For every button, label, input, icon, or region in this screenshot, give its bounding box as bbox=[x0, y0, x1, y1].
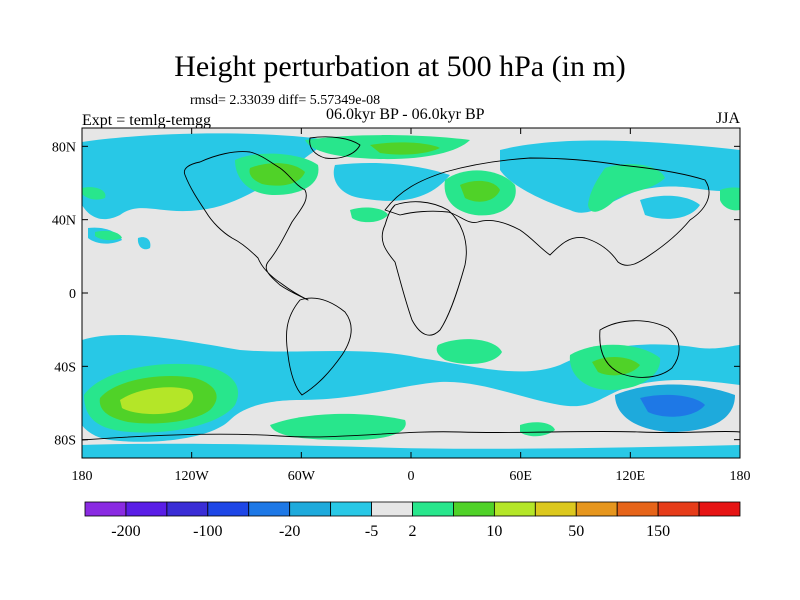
colorbar-label: -20 bbox=[279, 523, 300, 540]
colorbar-label: 2 bbox=[409, 523, 417, 540]
australia-coast bbox=[599, 320, 680, 378]
coastlines bbox=[82, 136, 740, 441]
colorbar-swatch bbox=[616, 501, 659, 517]
colorbar-swatch bbox=[371, 501, 413, 517]
contour-region bbox=[82, 187, 106, 200]
colorbar-swatch bbox=[412, 501, 454, 517]
greenland-coast bbox=[309, 136, 361, 159]
lat-tick-label: 80S bbox=[54, 434, 76, 449]
colorbar-swatch bbox=[698, 501, 741, 517]
colorbar-swatch bbox=[125, 501, 168, 517]
north-america-coast bbox=[183, 151, 309, 301]
lon-tick-label: 120E bbox=[616, 469, 646, 484]
colorbar-swatch bbox=[207, 501, 250, 517]
contour-region bbox=[370, 142, 440, 155]
axis-ticks: 80N 40N 0 40S 80S 180 120W 60W 0 60E 120E 180 bbox=[52, 128, 751, 484]
contour-region bbox=[95, 230, 122, 241]
contour-region bbox=[436, 339, 502, 364]
lon-tick-label: 180 bbox=[730, 469, 751, 484]
lat-tick-label: 80N bbox=[52, 140, 76, 155]
contour-region bbox=[350, 207, 388, 223]
positive-anomaly-fields bbox=[82, 135, 740, 440]
plot-title: Height perturbation at 500 hPa (in m) bbox=[174, 50, 626, 83]
lon-tick-label: 0 bbox=[408, 469, 415, 484]
colorbar-label: -5 bbox=[365, 523, 378, 540]
period-label: 06.0kyr BP - 06.0kyr BP bbox=[326, 106, 485, 123]
contour-region bbox=[333, 163, 450, 201]
stats-text: rmsd= 2.33039 diff= 5.57349e-08 bbox=[190, 93, 381, 108]
lat-tick-label: 40S bbox=[54, 360, 76, 375]
colorbar-label: 150 bbox=[646, 523, 670, 540]
colorbar-label: 50 bbox=[568, 523, 584, 540]
colorbar-swatch bbox=[166, 501, 209, 517]
colorbar-swatch bbox=[493, 501, 536, 517]
lat-tick-label: 0 bbox=[69, 287, 76, 302]
contour-region bbox=[82, 443, 740, 458]
contour-region bbox=[137, 237, 151, 250]
season-label: JJA bbox=[716, 110, 741, 127]
colorbar-swatch bbox=[534, 501, 577, 517]
lon-tick-label: 180 bbox=[72, 469, 93, 484]
contour-region bbox=[720, 187, 740, 211]
lon-tick-label: 120W bbox=[175, 469, 210, 484]
colorbar-swatch bbox=[575, 501, 618, 517]
colorbar: -200 -100 -20 -5 2 10 50 150 bbox=[84, 501, 741, 540]
contour-region bbox=[120, 387, 194, 415]
colorbar-swatch bbox=[330, 501, 372, 517]
south-america-coast bbox=[286, 297, 352, 396]
experiment-label: Expt = temlg-temgg bbox=[82, 112, 211, 129]
lon-tick-label: 60E bbox=[509, 469, 532, 484]
contour-region bbox=[460, 180, 500, 202]
contour-region bbox=[270, 413, 406, 440]
antarctica-coast bbox=[82, 430, 740, 441]
colorbar-swatch bbox=[657, 501, 700, 517]
lon-tick-label: 60W bbox=[288, 469, 316, 484]
contour-region bbox=[640, 195, 700, 219]
colorbar-swatch bbox=[248, 501, 291, 517]
colorbar-swatch bbox=[289, 501, 332, 517]
contour-region bbox=[249, 163, 305, 186]
contour-region bbox=[588, 164, 665, 212]
colorbar-swatch bbox=[453, 501, 495, 517]
colorbar-label: 10 bbox=[486, 523, 502, 540]
lat-tick-label: 40N bbox=[52, 214, 76, 229]
map-plot-area bbox=[82, 128, 740, 458]
colorbar-label: -100 bbox=[193, 523, 222, 540]
eurasia-coast bbox=[384, 157, 710, 266]
colorbar-swatch bbox=[84, 501, 127, 517]
contour-region bbox=[640, 394, 705, 417]
colorbar-label: -200 bbox=[111, 523, 140, 540]
contour-region bbox=[592, 356, 640, 376]
contour-region bbox=[520, 422, 555, 437]
